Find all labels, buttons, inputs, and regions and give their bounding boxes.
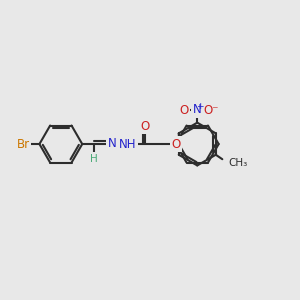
Text: O: O (141, 120, 150, 133)
Text: N: N (108, 137, 116, 150)
Text: NH: NH (119, 138, 136, 151)
Text: O: O (180, 104, 189, 117)
Text: O: O (171, 138, 181, 151)
Text: O⁻: O⁻ (203, 104, 219, 117)
Text: N: N (193, 103, 202, 116)
Text: Br: Br (17, 138, 30, 151)
Text: H: H (90, 154, 98, 164)
Text: +: + (196, 101, 203, 110)
Text: CH₃: CH₃ (229, 158, 248, 168)
